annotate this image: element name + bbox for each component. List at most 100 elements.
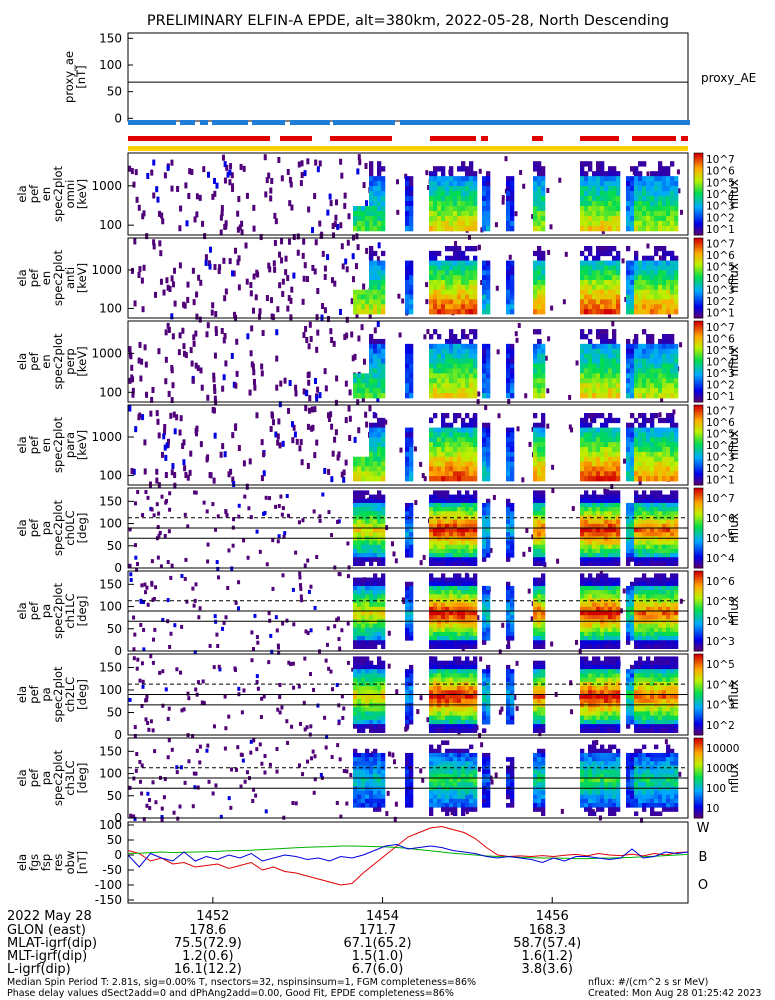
spectrogram-cell	[642, 548, 647, 554]
spectrogram-cell	[473, 442, 478, 448]
spectrogram-noise-pixel	[184, 182, 188, 189]
spectrogram-cell	[381, 544, 386, 550]
spectrogram-cell	[361, 294, 366, 300]
spectrogram-noise-pixel	[213, 395, 217, 402]
spectrogram-cell	[510, 437, 515, 443]
spectrogram-cell	[646, 378, 651, 384]
spectrogram-noise-pixel	[226, 171, 230, 178]
spectrogram-cell	[357, 561, 362, 566]
colorbar-seg	[694, 506, 703, 509]
spectrogram-cell	[441, 540, 446, 546]
spectrogram-cell	[612, 210, 617, 217]
spectrogram-cell	[654, 476, 659, 482]
spectrogram-cell	[409, 427, 414, 433]
spectrogram-noise-pixel	[223, 177, 227, 184]
spectrogram-noise-pixel	[299, 583, 303, 588]
spectrogram-cell	[373, 191, 378, 197]
spectrogram-noise-pixel	[229, 163, 233, 170]
spectrogram-cell	[662, 427, 667, 433]
spectrogram-cell	[658, 368, 663, 374]
spectrogram-cell	[612, 417, 617, 424]
spectrogram-cell	[662, 255, 667, 261]
spectrogram-cell	[381, 590, 386, 595]
spectrogram-cell	[482, 471, 487, 477]
spectrogram-cell	[405, 456, 410, 462]
spectrogram-cell	[433, 598, 438, 604]
spectrogram-noise-pixel	[291, 587, 295, 592]
status-bar-yellow	[128, 146, 688, 151]
spectrogram-cell	[604, 289, 609, 295]
spectrogram-cell	[588, 329, 593, 335]
spectrogram-cell	[674, 451, 679, 458]
spectrogram-cell	[437, 196, 442, 202]
spectrogram-cell	[674, 476, 679, 482]
spectrogram-cell	[465, 255, 470, 261]
spectrogram-ylabel-line: [keV]	[75, 179, 89, 209]
spectrogram-cell	[473, 255, 478, 261]
spectrogram-noise-pixel	[128, 377, 132, 384]
spectrogram-noise-pixel	[161, 617, 165, 622]
spectrogram-noise-pixel	[153, 627, 157, 632]
spectrogram-cell	[638, 432, 643, 438]
spectrogram-noise-pixel	[284, 269, 288, 276]
spectrogram-noise-pixel	[312, 509, 316, 514]
spectrogram-cell	[482, 304, 487, 310]
spectrogram-cell	[537, 299, 542, 305]
colorbar-seg	[694, 512, 703, 515]
spectrogram-cell	[630, 210, 635, 217]
spectrogram-cell	[580, 461, 585, 467]
colorbar-seg	[694, 550, 703, 553]
spectrogram-noise-pixel	[677, 188, 681, 194]
spectrogram-cell	[377, 557, 382, 562]
spectrogram-cell	[662, 220, 667, 227]
spectrogram-cell	[596, 383, 601, 389]
spectrogram-noise-pixel	[220, 328, 224, 335]
spectrogram-cell	[612, 343, 617, 350]
spectrogram-cell	[630, 553, 635, 558]
spectrogram-noise-pixel	[205, 331, 209, 338]
spectrogram-cell	[612, 260, 617, 266]
spectrogram-cell	[441, 210, 446, 217]
spectrogram-cell	[369, 471, 374, 477]
spectrogram-cell	[600, 161, 605, 167]
spectrogram-cell	[642, 191, 647, 197]
spectrogram-cell	[381, 532, 386, 537]
spectrogram-cell	[373, 640, 378, 645]
spectrogram-cell	[433, 476, 438, 482]
spectrogram-cell	[469, 427, 474, 433]
spectrogram-cell	[486, 447, 491, 453]
spectrogram-cell	[437, 548, 442, 554]
spectrogram-cell	[453, 368, 458, 374]
spectrogram-cell	[537, 476, 542, 482]
spectrogram-noise-pixel	[305, 337, 309, 344]
spectrogram-cell	[437, 451, 442, 458]
spectrogram-cell	[616, 561, 621, 566]
spectrogram-cell	[674, 511, 679, 516]
spectrogram-cell	[584, 378, 589, 384]
spectrogram-cell	[469, 544, 474, 550]
colorbar-seg	[694, 284, 703, 287]
colorbar-frame	[693, 487, 704, 569]
spectrogram-noise-pixel	[219, 229, 223, 236]
spectrogram-cell	[433, 611, 438, 616]
spectrogram-noise-pixel	[345, 266, 349, 273]
spectrogram-cell	[461, 181, 466, 187]
spectrogram-cell	[405, 378, 410, 384]
spectrogram-cell	[592, 255, 597, 261]
spectrogram-cell	[482, 284, 487, 291]
spectrogram-cell	[596, 280, 601, 286]
colorbar-seg	[694, 510, 703, 513]
spectrogram-cell	[429, 507, 434, 512]
colorbar-seg	[694, 214, 703, 218]
spectrogram-cell	[361, 623, 366, 629]
spectrogram-cell	[634, 289, 639, 295]
spectrogram-noise-pixel	[242, 165, 246, 172]
spectrogram-cell	[405, 553, 410, 558]
spectrogram-cell	[662, 519, 667, 525]
spectrogram-cell	[365, 528, 370, 533]
spectrogram-noise-pixel	[227, 471, 231, 478]
spectrogram-cell	[409, 502, 414, 508]
spectrogram-noise-pixel	[492, 494, 496, 500]
spectrogram-cell	[429, 544, 434, 550]
